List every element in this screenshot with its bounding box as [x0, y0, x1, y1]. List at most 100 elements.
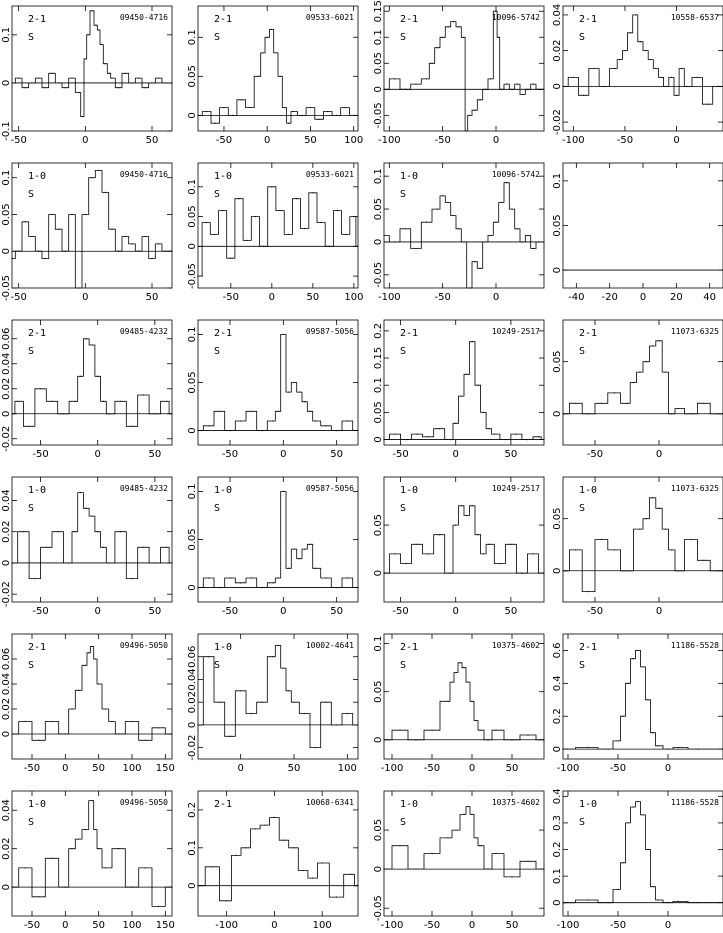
x-tick-label: 50: [304, 135, 317, 146]
x-tick-label: -50: [434, 292, 450, 303]
data-point: [664, 528, 667, 530]
data-point: [394, 241, 396, 243]
data-point: [405, 562, 407, 565]
data-point: [246, 239, 248, 241]
spectrum-panel: -50 0 50 100 150 0 0.02 0.04 1-0 S 09496-5050: [1, 790, 175, 931]
data-point: [353, 216, 355, 218]
data-point: [91, 177, 93, 179]
y-tick-label: 0: [373, 436, 384, 442]
data-point: [78, 91, 80, 94]
data-point: [230, 257, 232, 259]
data-point: [45, 546, 47, 548]
data-point: [98, 683, 100, 685]
data-point: [667, 748, 669, 750]
data-point: [138, 250, 140, 252]
data-point: [288, 567, 290, 569]
data-point: [314, 567, 316, 569]
data-point: [622, 862, 624, 864]
data-point: [223, 107, 225, 109]
data-point: [80, 375, 82, 377]
x-tick-label: -50: [424, 920, 440, 931]
data-point: [292, 110, 294, 113]
x-tick-label: 40: [703, 292, 716, 303]
spectrum-panel: -50 0 50 0 0.05 0.1 2-1 S 09587-5056: [187, 319, 359, 460]
x-tick-label: 0: [280, 606, 286, 617]
data-point: [647, 848, 649, 851]
source-name: 10096-5742: [492, 13, 540, 22]
data-point: [652, 732, 654, 734]
data-point: [98, 169, 100, 171]
data-point: [211, 866, 213, 868]
data-point: [399, 845, 401, 847]
y-tick-label: 0: [552, 83, 563, 89]
transition-label: 1-0: [579, 485, 597, 496]
data-point: [197, 587, 199, 589]
data-point: [455, 829, 457, 831]
source-name: 09485-4232: [120, 484, 168, 493]
y-tick-label: 0: [187, 722, 198, 728]
data-point: [522, 93, 524, 96]
data-point: [459, 662, 461, 664]
data-point: [511, 208, 513, 210]
data-point: [275, 52, 277, 54]
flag-label: S: [579, 660, 585, 671]
spectrum-line: [384, 341, 544, 440]
data-point: [264, 824, 266, 826]
y-tick-label: -0.05: [1, 275, 12, 301]
y-tick-label: 0.05: [552, 508, 563, 530]
x-tick-label: 50: [307, 292, 320, 303]
x-tick-label: -100: [381, 920, 404, 931]
data-point: [208, 656, 210, 658]
x-tick-label: -100: [381, 763, 404, 774]
data-point: [353, 114, 355, 116]
panel-frame: [562, 476, 723, 603]
data-point: [11, 562, 13, 564]
spectrum-line: [384, 182, 544, 289]
data-point: [463, 667, 465, 669]
data-point: [575, 402, 577, 404]
data-point: [197, 430, 199, 432]
data-point: [479, 99, 481, 101]
data-point: [206, 110, 208, 113]
data-point: [543, 572, 545, 574]
panel-frame: [197, 162, 359, 289]
data-point: [171, 413, 173, 415]
data-point: [304, 712, 306, 715]
data-point: [346, 712, 348, 715]
spectrum-panel: -100 -50 0 0 0.2 0.4 0.6 2-1 S 11186-5528: [552, 633, 723, 774]
data-point: [538, 241, 540, 243]
data-point: [471, 700, 473, 702]
x-tick-label: -50: [587, 449, 603, 460]
data-point: [71, 213, 73, 216]
data-point: [282, 333, 284, 335]
data-point: [562, 570, 564, 572]
data-point: [164, 250, 166, 252]
data-point: [293, 548, 295, 550]
y-tick-label: 0: [187, 427, 198, 433]
panel-frame: [562, 319, 723, 446]
x-tick-label: 0: [280, 449, 286, 460]
data-point: [449, 439, 451, 441]
data-point: [495, 729, 497, 731]
data-point: [455, 422, 457, 424]
spectrum-panel: -50 0 50 -0.02 0 0.02 0.04 1-0 S 09485-4232: [1, 476, 173, 617]
spectrum-line: [198, 29, 358, 124]
data-point: [510, 543, 512, 545]
x-tick-label: 0: [493, 292, 499, 303]
data-point: [404, 88, 406, 90]
data-point: [447, 201, 449, 204]
x-tick-label: -100: [557, 763, 580, 774]
x-tick-label: 0: [95, 606, 101, 617]
data-point: [716, 570, 718, 572]
spectrum-line: [198, 186, 358, 277]
data-point: [91, 645, 93, 648]
y-tick-label: 0.1: [552, 868, 563, 884]
y-tick-label: 0.04: [187, 668, 198, 690]
x-tick-label: 0: [82, 292, 88, 303]
data-point: [158, 77, 160, 79]
data-point: [325, 577, 327, 579]
data-point: [500, 88, 502, 90]
spectrum-line: [384, 662, 544, 741]
x-tick-label: -50: [223, 292, 239, 303]
